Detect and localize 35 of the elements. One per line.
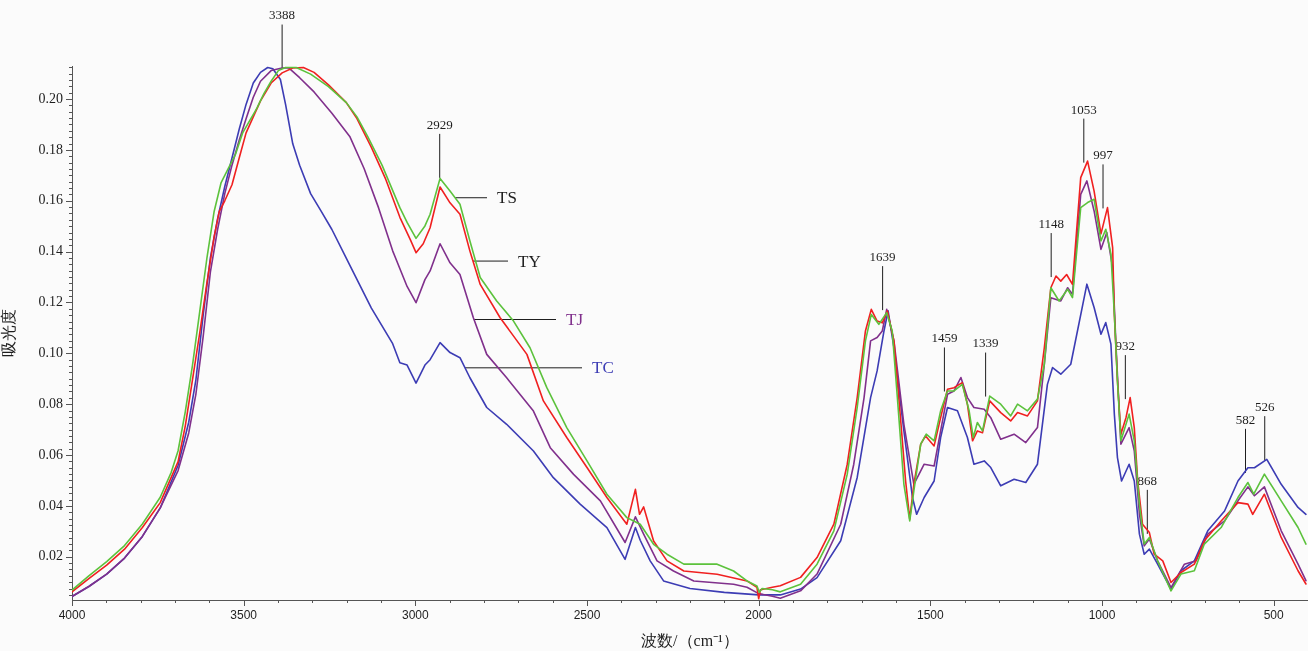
- x-axis-title: 波数/（cm⁻¹）: [641, 631, 739, 649]
- y-tick-label: 0.14: [38, 243, 63, 259]
- annotation: 526: [1254, 399, 1275, 415]
- annotation: 868: [1137, 472, 1158, 488]
- x-tick-label: 2000: [745, 607, 773, 622]
- x-tick-label: 1500: [916, 607, 944, 622]
- x-tick-label: 1000: [1088, 607, 1116, 622]
- text: TS: [497, 188, 517, 208]
- text: TJ: [566, 309, 584, 329]
- text: TY: [518, 251, 541, 271]
- y-tick-label: 0.12: [38, 294, 63, 310]
- y-tick-label: 0.06: [38, 446, 63, 462]
- annotation: 1339: [972, 335, 999, 351]
- x-tick-label: 4000: [58, 607, 86, 622]
- x-tick-label: 3000: [401, 607, 429, 622]
- y-tick-label: 0.04: [38, 497, 63, 513]
- y-tick-label: 0.10: [38, 345, 63, 361]
- y-tick-label: 0.16: [38, 192, 63, 208]
- annotation: 3388: [269, 7, 296, 23]
- x-tick-label: 2500: [573, 607, 601, 622]
- annotation: 2929: [426, 116, 453, 132]
- annotation: 1459: [931, 330, 958, 346]
- annotation: 1639: [869, 249, 896, 265]
- annotation: 582: [1235, 411, 1256, 427]
- text: TC: [592, 358, 614, 378]
- annotation: 1053: [1070, 101, 1097, 117]
- y-tick-label: 0.08: [38, 395, 63, 411]
- x-tick-label: 3500: [230, 607, 258, 622]
- annotation: 997: [1093, 147, 1114, 163]
- y-tick-label: 0.18: [38, 141, 63, 157]
- y-tick-label: 0.20: [38, 90, 63, 106]
- y-axis-title: 吸光度: [0, 309, 18, 357]
- x-tick-label: 500: [1263, 607, 1284, 622]
- annotation: 1148: [1038, 215, 1064, 231]
- y-tick-label: 0.02: [38, 548, 63, 564]
